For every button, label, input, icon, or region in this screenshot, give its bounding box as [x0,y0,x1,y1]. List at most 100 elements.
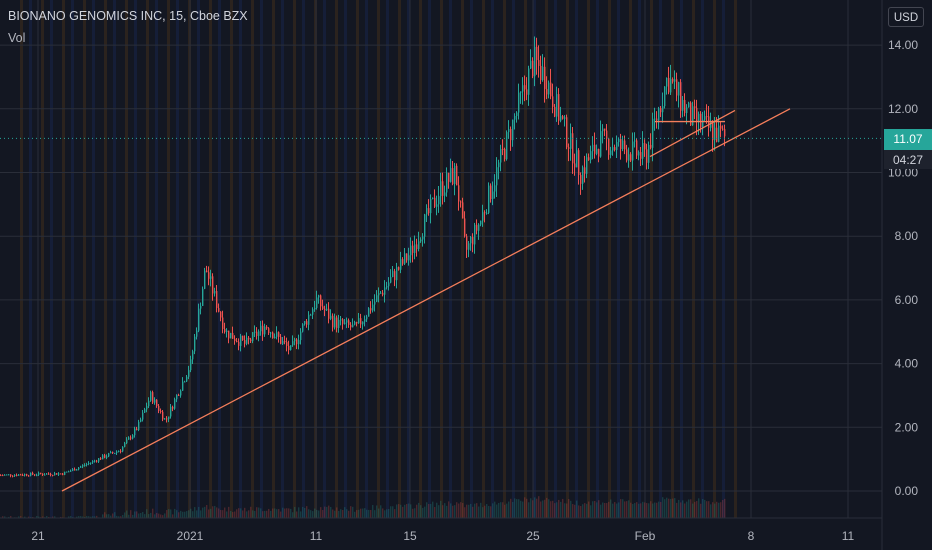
volume-bar [454,505,456,518]
session-band [104,0,107,518]
candle [604,128,606,131]
y-tick-label: 10.00 [888,166,918,180]
volume-bar [574,504,576,518]
candle [370,308,372,311]
candle [118,450,120,452]
candle [424,214,426,237]
volume-bar [294,506,296,518]
candle [428,208,430,214]
volume-bar [672,498,674,518]
volume-bar [88,516,90,518]
candle [134,428,136,436]
volume-bar [428,504,430,518]
candle [266,326,268,329]
volume-bar [706,501,708,518]
volume-bar [344,507,346,518]
volume-bar [356,510,358,518]
volume-bar [238,508,240,518]
y-tick-label: 14.00 [888,38,918,52]
candle [342,319,344,324]
session-band [671,0,674,518]
volume-bar [298,507,300,518]
candle [14,474,16,476]
volume-bar [512,501,514,518]
candle [590,151,592,161]
candle [184,381,186,383]
candle [208,272,210,279]
volume-bar [124,512,126,518]
candle [64,471,66,475]
candle [406,253,408,261]
bar-countdown: 04:27 [884,149,932,169]
volume-bar [426,502,428,518]
candle [120,450,122,452]
volume-bar [380,505,382,518]
session-band [524,0,527,518]
volume-bar [486,503,488,518]
volume-bar [326,506,328,518]
candle [694,106,696,108]
candle [722,128,724,130]
y-tick-label: 8.00 [895,229,919,243]
volume-bar [666,497,668,518]
candle [328,308,330,319]
candle [530,60,532,69]
candle [644,143,646,150]
volume-bar [704,499,706,518]
volume-bar [126,510,128,518]
volume-bar [370,510,372,518]
candle [442,181,444,196]
candle [30,472,32,476]
session-band [629,0,632,518]
x-tick-label: 11 [842,529,855,543]
session-band [335,0,338,518]
volume-bar [530,498,532,518]
candle [200,305,202,309]
candle [678,82,680,96]
candle [242,335,244,341]
volume-bar [318,510,320,518]
volume-bar [452,505,454,518]
volume-bar [144,514,146,518]
volume-bar [610,499,612,518]
volume-bar [226,511,228,518]
ticker-title: BIONANO GENOMICS INC, 15, Cboe BZX [8,9,248,23]
currency-button[interactable]: USD [888,7,924,27]
session-band [92,0,95,518]
volume-bar [576,500,578,518]
volume-bar [336,507,338,518]
candle [384,287,386,295]
candle [146,406,148,410]
volume-bar [284,508,286,518]
candle [324,308,326,311]
candle [224,329,226,333]
candle [382,292,384,295]
candle [82,465,84,467]
candle [660,108,662,113]
candle [470,237,472,244]
volume-bar [450,503,452,518]
candle [436,204,438,207]
volume-bar [506,503,508,518]
candle [80,466,82,468]
volume-bar [106,514,108,518]
volume-bar [122,514,124,518]
volume-bar [548,499,550,518]
annotation-lines [0,108,882,492]
volume-bar [170,509,172,518]
candle [578,150,580,176]
volume-bar [116,515,118,518]
candle [312,309,314,315]
candle [554,106,556,117]
candle [16,474,18,476]
volume-bar [600,504,602,518]
session-band [461,0,464,518]
candle [174,399,176,409]
candle [476,224,478,231]
candle [716,127,718,142]
candle [712,122,714,141]
volume-bar [702,499,704,518]
candle [576,150,578,168]
